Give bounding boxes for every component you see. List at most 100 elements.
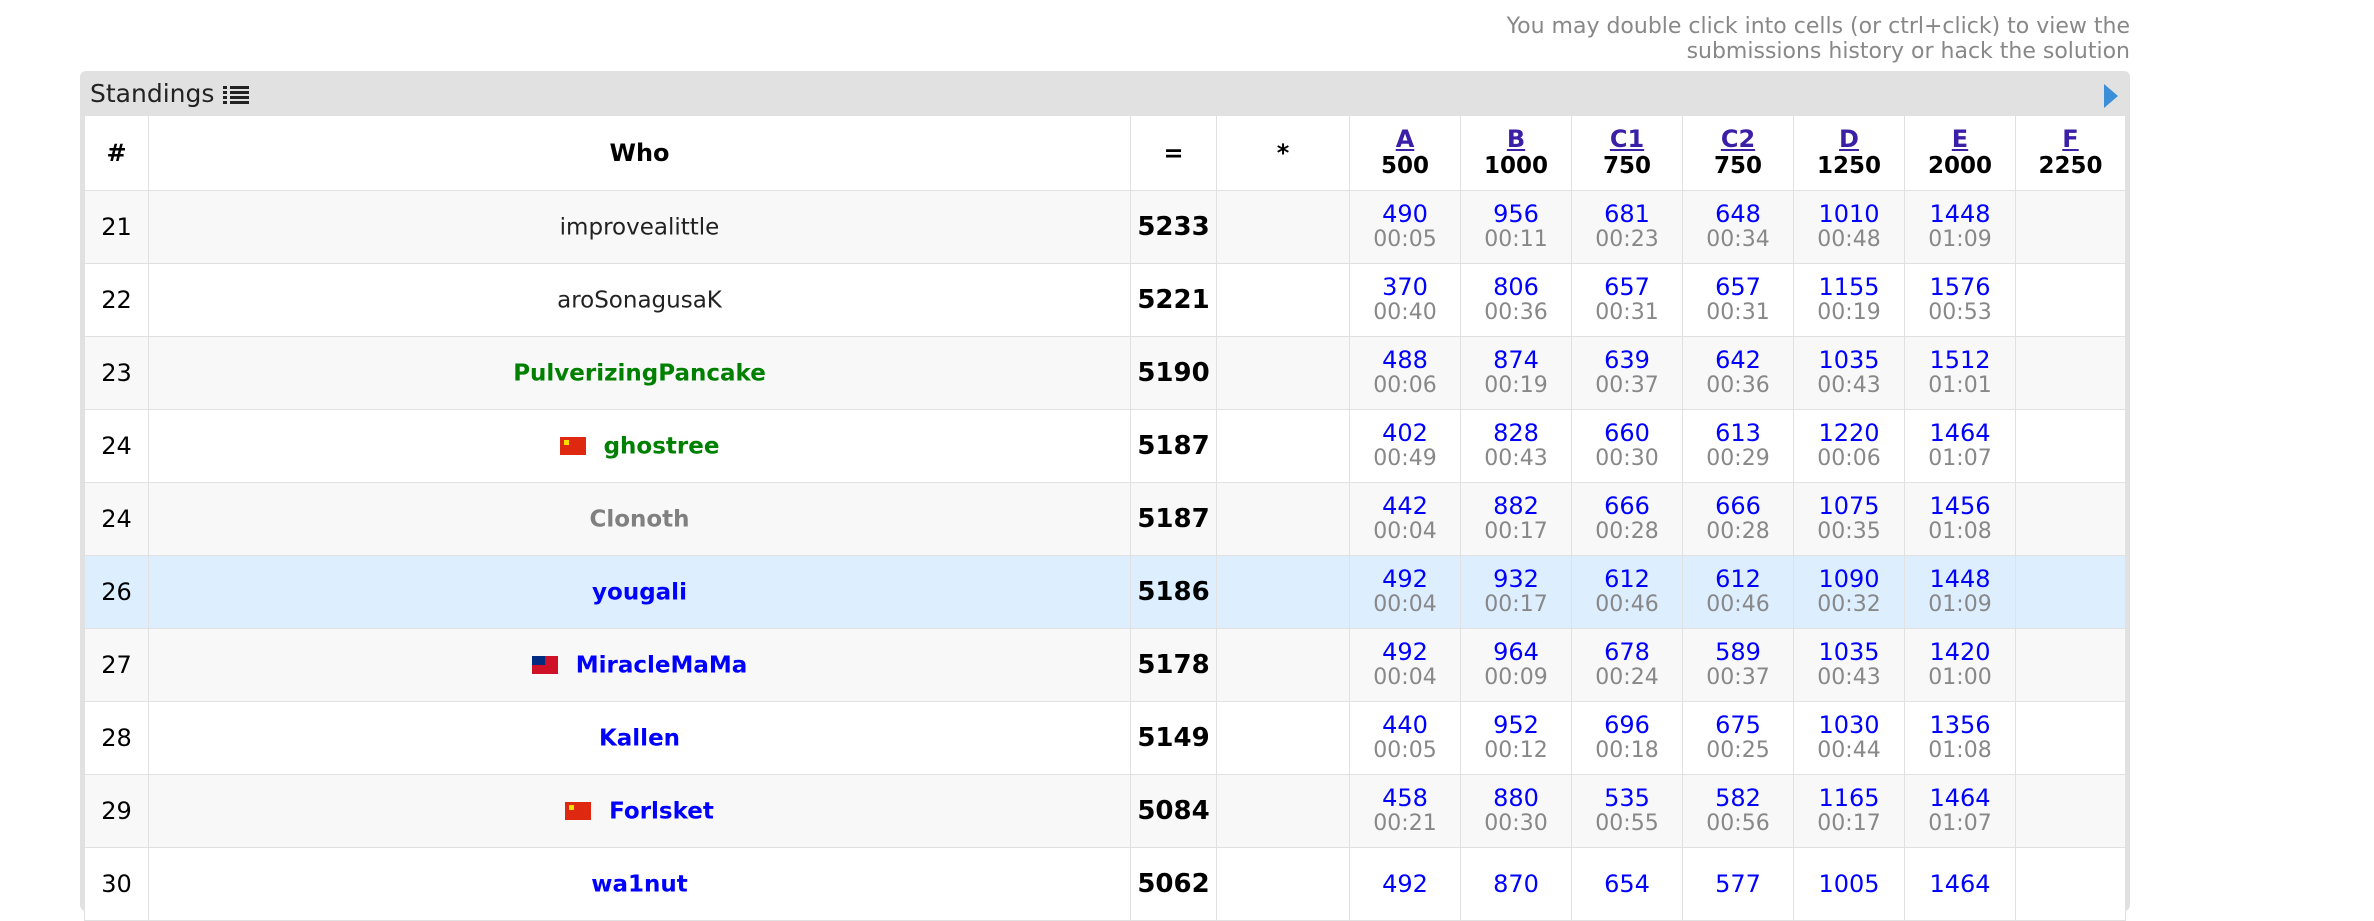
participant-link[interactable]: Clonoth: [589, 506, 690, 533]
problem-result-cell[interactable]: 582 00:56: [1682, 774, 1794, 848]
problem-result-cell[interactable]: 492: [1349, 847, 1461, 921]
problem-result-cell[interactable]: 964 00:09: [1460, 628, 1572, 702]
participant-link[interactable]: ghostree: [603, 433, 720, 460]
participant-link[interactable]: improvealittle: [559, 214, 720, 241]
problem-result-cell[interactable]: 535 00:55: [1571, 774, 1683, 848]
problem-result-cell[interactable]: 1035 00:43: [1793, 628, 1905, 702]
problem-result-cell[interactable]: 1464 01:07: [1904, 409, 2016, 483]
problem-result-cell[interactable]: 952 00:12: [1460, 701, 1572, 775]
problem-result-cell[interactable]: 654: [1571, 847, 1683, 921]
hacks-cell[interactable]: [1216, 263, 1350, 337]
problem-result-cell[interactable]: [2015, 774, 2126, 848]
problem-link-e[interactable]: E: [1951, 125, 1969, 153]
hacks-cell[interactable]: [1216, 701, 1350, 775]
problem-result-cell[interactable]: [2015, 190, 2126, 264]
problem-result-cell[interactable]: 442 00:04: [1349, 482, 1461, 556]
problem-result-cell[interactable]: [2015, 555, 2126, 629]
participant-link[interactable]: Kallen: [598, 725, 681, 752]
problem-result-cell[interactable]: 1030 00:44: [1793, 701, 1905, 775]
problem-result-cell[interactable]: 870: [1460, 847, 1572, 921]
problem-result-cell[interactable]: 660 00:30: [1571, 409, 1683, 483]
problem-result-cell[interactable]: 681 00:23: [1571, 190, 1683, 264]
problem-result-cell[interactable]: [2015, 336, 2126, 410]
hacks-cell[interactable]: [1216, 628, 1350, 702]
problem-link-b[interactable]: B: [1506, 125, 1526, 153]
problem-result-cell[interactable]: 1155 00:19: [1793, 263, 1905, 337]
problem-result-cell[interactable]: 612 00:46: [1682, 555, 1794, 629]
problem-result-cell[interactable]: [2015, 847, 2126, 921]
participant-link[interactable]: Forlsket: [609, 798, 714, 825]
problem-result-cell[interactable]: 613 00:29: [1682, 409, 1794, 483]
problem-result-cell[interactable]: 402 00:49: [1349, 409, 1461, 483]
problem-result-cell[interactable]: 1035 00:43: [1793, 336, 1905, 410]
hacks-cell[interactable]: [1216, 336, 1350, 410]
problem-result-cell[interactable]: 932 00:17: [1460, 555, 1572, 629]
problem-link-f[interactable]: F: [2062, 125, 2079, 153]
problem-link-d[interactable]: D: [1839, 125, 1859, 153]
problem-result-cell[interactable]: [2015, 409, 2126, 483]
problem-result-cell[interactable]: 488 00:06: [1349, 336, 1461, 410]
problem-result-cell[interactable]: [2015, 482, 2126, 556]
problem-result-cell[interactable]: 440 00:05: [1349, 701, 1461, 775]
participant-link[interactable]: MiracleMaMa: [575, 652, 748, 679]
problem-result-cell[interactable]: 589 00:37: [1682, 628, 1794, 702]
problem-link-a[interactable]: A: [1395, 125, 1415, 153]
problem-result-cell[interactable]: 1464: [1904, 847, 2016, 921]
problem-result-cell[interactable]: [2015, 628, 2126, 702]
problem-result-cell[interactable]: 612 00:46: [1571, 555, 1683, 629]
problem-result-cell[interactable]: 1420 01:00: [1904, 628, 2016, 702]
problem-result-cell[interactable]: 1464 01:07: [1904, 774, 2016, 848]
problem-result-cell[interactable]: 874 00:19: [1460, 336, 1572, 410]
problem-result-cell[interactable]: 1090 00:32: [1793, 555, 1905, 629]
problem-result-cell[interactable]: [2015, 701, 2126, 775]
problem-result-cell[interactable]: 458 00:21: [1349, 774, 1461, 848]
problem-result-cell[interactable]: 639 00:37: [1571, 336, 1683, 410]
problem-result-cell[interactable]: 657 00:31: [1571, 263, 1683, 337]
problem-result-cell[interactable]: 828 00:43: [1460, 409, 1572, 483]
participant-link[interactable]: yougali: [592, 579, 687, 606]
problem-result-cell[interactable]: 577: [1682, 847, 1794, 921]
problem-result-cell[interactable]: 675 00:25: [1682, 701, 1794, 775]
problem-result-cell[interactable]: 1576 00:53: [1904, 263, 2016, 337]
problem-result-cell[interactable]: 492 00:04: [1349, 555, 1461, 629]
problem-result-cell[interactable]: 1010 00:48: [1793, 190, 1905, 264]
problem-result-cell[interactable]: 1220 00:06: [1793, 409, 1905, 483]
problem-link-c2[interactable]: C2: [1720, 125, 1756, 153]
participant-link[interactable]: aroSonagusaK: [557, 287, 722, 314]
hacks-cell[interactable]: [1216, 482, 1350, 556]
problem-result-cell[interactable]: 882 00:17: [1460, 482, 1572, 556]
problem-result-cell[interactable]: 1356 01:08: [1904, 701, 2016, 775]
participant-link[interactable]: wa1nut: [591, 871, 688, 898]
problem-result-cell[interactable]: 642 00:36: [1682, 336, 1794, 410]
participant-link[interactable]: PulverizingPancake: [513, 360, 766, 387]
problem-result-cell[interactable]: 1075 00:35: [1793, 482, 1905, 556]
problem-result-cell[interactable]: 666 00:28: [1682, 482, 1794, 556]
hacks-cell[interactable]: [1216, 190, 1350, 264]
problem-result-cell[interactable]: 1005: [1793, 847, 1905, 921]
hacks-cell[interactable]: [1216, 847, 1350, 921]
problem-result-cell[interactable]: 666 00:28: [1571, 482, 1683, 556]
problem-result-cell[interactable]: 490 00:05: [1349, 190, 1461, 264]
problem-result-cell[interactable]: [2015, 263, 2126, 337]
problem-link-c1[interactable]: C1: [1609, 125, 1645, 153]
problem-result-cell[interactable]: 1448 01:09: [1904, 555, 2016, 629]
problem-result-cell[interactable]: 806 00:36: [1460, 263, 1572, 337]
problem-result-cell[interactable]: 1448 01:09: [1904, 190, 2016, 264]
problem-result-cell[interactable]: 880 00:30: [1460, 774, 1572, 848]
problem-result-cell[interactable]: 1456 01:08: [1904, 482, 2016, 556]
problem-result-cell[interactable]: 657 00:31: [1682, 263, 1794, 337]
hacks-cell[interactable]: [1216, 555, 1350, 629]
problem-result-cell[interactable]: 1512 01:01: [1904, 336, 2016, 410]
hacks-cell[interactable]: [1216, 774, 1350, 848]
problem-result-cell[interactable]: 956 00:11: [1460, 190, 1572, 264]
problem-result-cell[interactable]: 1165 00:17: [1793, 774, 1905, 848]
problem-result-cell[interactable]: 648 00:34: [1682, 190, 1794, 264]
problem-result-cell[interactable]: 370 00:40: [1349, 263, 1461, 337]
problem-result-cell[interactable]: 696 00:18: [1571, 701, 1683, 775]
problem-result-cell[interactable]: 678 00:24: [1571, 628, 1683, 702]
list-icon[interactable]: [222, 82, 250, 106]
problem-score: 1030: [1818, 711, 1880, 739]
hacks-cell[interactable]: [1216, 409, 1350, 483]
expand-arrow-icon[interactable]: [2104, 84, 2118, 108]
problem-result-cell[interactable]: 492 00:04: [1349, 628, 1461, 702]
